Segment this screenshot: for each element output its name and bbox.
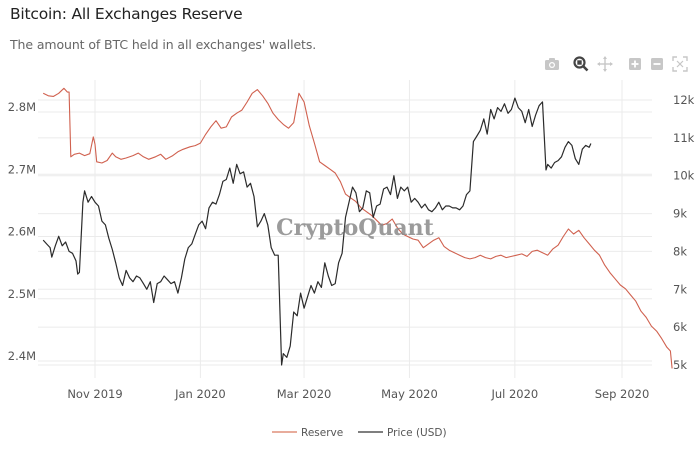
page-title: Bitcoin: All Exchanges Reserve (10, 5, 243, 23)
legend-label-reserve: Reserve (301, 427, 343, 439)
y-left-tick-label: 2.7M (8, 162, 36, 176)
legend-item-price[interactable]: Price (USD) (358, 427, 447, 439)
x-tick-label: Sep 2020 (595, 387, 650, 401)
y-left-tick-label: 2.4M (8, 349, 36, 363)
y-right-tick-label: 8k (673, 244, 687, 258)
x-tick-label: Jul 2020 (490, 387, 538, 401)
zoom-in-icon[interactable] (626, 55, 644, 73)
grid-lines (38, 99, 652, 366)
y-axis-left: 2.4M 2.5M 2.6M 2.7M 2.8M (8, 100, 36, 363)
y-right-tick-label: 12k (673, 93, 695, 107)
zoom-icon[interactable] (572, 55, 590, 73)
x-tick-label: May 2020 (381, 387, 438, 401)
x-tick-label: Nov 2019 (67, 387, 122, 401)
series-line-reserve (42, 87, 673, 369)
x-grid-lines (94, 80, 623, 378)
y-left-tick-label: 2.6M (8, 225, 36, 239)
y-right-tick-label: 5k (673, 358, 687, 372)
series-reserve (42, 87, 673, 369)
camera-icon[interactable] (543, 55, 561, 73)
y-right-tick-label: 7k (673, 282, 687, 296)
pan-icon[interactable] (596, 55, 614, 73)
zoom-out-icon[interactable] (648, 55, 666, 73)
x-tick-label: Jan 2020 (174, 387, 226, 401)
y-left-tick-label: 2.5M (8, 287, 36, 301)
y-right-tick-label: 6k (673, 320, 687, 334)
page-subtitle: The amount of BTC held in all exchanges'… (10, 37, 317, 52)
legend-item-reserve[interactable]: Reserve (272, 427, 343, 439)
autoscale-icon[interactable] (671, 55, 689, 73)
y-left-tick-label: 2.8M (8, 100, 36, 114)
legend-label-price: Price (USD) (387, 427, 447, 439)
y-right-tick-label: 9k (673, 207, 687, 221)
series-lines (42, 87, 673, 369)
x-tick-label: Mar 2020 (277, 387, 332, 401)
x-axis: Nov 2019 Jan 2020 Mar 2020 May 2020 Jul 2020… (67, 387, 649, 401)
y-right-tick-label: 10k (673, 169, 695, 183)
y-axis-right: 5k 6k 7k 8k 9k 10k 11k 12k (673, 93, 695, 372)
watermark-logo: CryptoQuant (276, 215, 435, 241)
chart-toolbar (541, 55, 696, 75)
series-line-price (42, 97, 592, 366)
legend: Reserve Price (USD) (272, 427, 447, 439)
y-right-tick-label: 11k (673, 131, 695, 145)
series-price (42, 97, 592, 366)
